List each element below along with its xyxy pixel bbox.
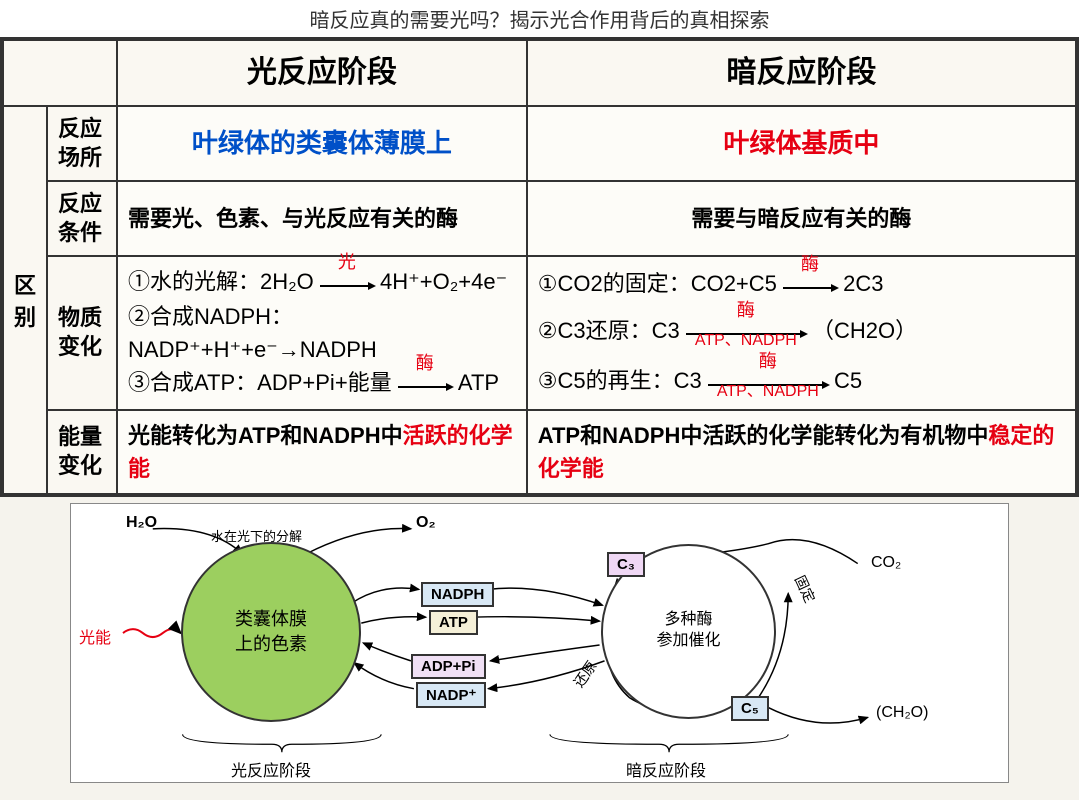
adp-box: ADP+Pi bbox=[411, 654, 486, 679]
condition-dark: 需要与暗反应有关的酶 bbox=[527, 181, 1076, 256]
arrow-enzyme: 酶 bbox=[398, 368, 452, 401]
row-location: 区别 反应场所 叶绿体的类囊体薄膜上 叶绿体基质中 bbox=[3, 106, 1076, 181]
light-eq3-lhs: ③合成ATP：ADP+Pi+能量 bbox=[128, 370, 392, 395]
c3-box: C₃ bbox=[607, 552, 645, 577]
row-condition: 反应条件 需要光、色素、与光反应有关的酶 需要与暗反应有关的酶 bbox=[3, 181, 1076, 256]
location-label: 反应场所 bbox=[47, 106, 117, 181]
arrow-label-light: 光 bbox=[320, 249, 374, 276]
dark-eq2-rhs: （CH2O） bbox=[812, 318, 917, 343]
thylakoid-text: 类囊体膜 上的色素 bbox=[235, 607, 307, 657]
energy-dark-a: ATP和NADPH中活跃的化学能转化为有机物中 bbox=[538, 423, 989, 448]
arrow-lbl-d2t: 酶 bbox=[686, 297, 806, 324]
h2o-label: H₂O bbox=[126, 514, 157, 532]
light-eq3-rhs: ATP bbox=[458, 370, 499, 395]
photosynthesis-diagram: H₂O O₂ 水在光下的分解 光能 类囊体膜 上的色素 NADPH ATP AD… bbox=[70, 503, 1009, 783]
arrow-light: 光 bbox=[320, 267, 374, 300]
dark-eq1-lhs: ①CO2的固定：CO2+C5 bbox=[538, 271, 777, 296]
dark-eq3-rhs: C5 bbox=[834, 368, 862, 393]
nadpp-box: NADP⁺ bbox=[416, 682, 486, 708]
energy-light: 光能转化为ATP和NADPH中活跃的化学能 bbox=[117, 410, 527, 494]
comparison-table: 光反应阶段 暗反应阶段 区别 反应场所 叶绿体的类囊体薄膜上 叶绿体基质中 反应… bbox=[0, 37, 1079, 497]
dark-eq1-rhs: 2C3 bbox=[843, 271, 883, 296]
condition-label: 反应条件 bbox=[47, 181, 117, 256]
ch2o-label: (CH₂O) bbox=[876, 704, 928, 722]
reduce-label: 还原 bbox=[569, 657, 601, 691]
thylakoid-circle: 类囊体膜 上的色素 bbox=[181, 542, 361, 722]
arrow-lbl-d3b: ATP、NADPH bbox=[708, 380, 828, 404]
arrow-label-enzyme: 酶 bbox=[398, 350, 452, 377]
condition-light: 需要光、色素、与光反应有关的酶 bbox=[117, 181, 527, 256]
light-eq2-body: NADP⁺+H⁺+e⁻→NADPH bbox=[128, 333, 516, 366]
c5-box: C₅ bbox=[731, 696, 769, 721]
substance-light: ①水的光解：2H₂O 光 4H⁺+O₂+4e⁻ ②合成NADPH： NADP⁺+… bbox=[117, 256, 527, 409]
corner-cell bbox=[3, 40, 117, 106]
nadph-box: NADPH bbox=[421, 582, 494, 607]
arrow-lbl-d3t: 酶 bbox=[708, 348, 828, 375]
header-dark: 暗反应阶段 bbox=[527, 40, 1076, 106]
dark-eq3-lhs: ③C5的再生：C3 bbox=[538, 368, 702, 393]
side-label: 区别 bbox=[3, 106, 47, 494]
location-dark: 叶绿体基质中 bbox=[527, 106, 1076, 181]
light-energy-label: 光能 bbox=[79, 624, 111, 648]
arrow-enzyme4: 酶ATP、NADPH bbox=[708, 366, 828, 399]
light-eq2-title: ②合成NADPH： bbox=[128, 300, 516, 333]
page-title: 暗反应真的需要光吗？揭示光合作用背后的真相探索 bbox=[0, 0, 1079, 37]
energy-dark: ATP和NADPH中活跃的化学能转化为有机物中稳定的化学能 bbox=[527, 410, 1076, 494]
brace-dark-label: 暗反应阶段 bbox=[626, 757, 706, 781]
light-eq1-lhs: ①水的光解：2H₂O bbox=[128, 269, 314, 294]
substance-label: 物质变化 bbox=[47, 256, 117, 409]
arrow-lbl-d1: 酶 bbox=[783, 251, 837, 278]
row-energy: 能量变化 光能转化为ATP和NADPH中活跃的化学能 ATP和NADPH中活跃的… bbox=[3, 410, 1076, 494]
energy-light-a: 光能转化为ATP和NADPH中 bbox=[128, 423, 403, 448]
substance-dark: ①CO2的固定：CO2+C5 酶 2C3 ②C3还原：C3 酶ATP、NADPH… bbox=[527, 256, 1076, 409]
co2-label: CO₂ bbox=[871, 554, 901, 572]
row-substance: 物质变化 ①水的光解：2H₂O 光 4H⁺+O₂+4e⁻ ②合成NADPH： N… bbox=[3, 256, 1076, 409]
header-light: 光反应阶段 bbox=[117, 40, 527, 106]
atp-box: ATP bbox=[429, 610, 478, 635]
o2-label: O₂ bbox=[416, 514, 436, 532]
arrow-enzyme3: 酶ATP、NADPH bbox=[686, 315, 806, 348]
energy-label: 能量变化 bbox=[47, 410, 117, 494]
header-row: 光反应阶段 暗反应阶段 bbox=[3, 40, 1076, 106]
brace-light-label: 光反应阶段 bbox=[231, 757, 311, 781]
water-decomp-label: 水在光下的分解 bbox=[211, 526, 302, 545]
location-light: 叶绿体的类囊体薄膜上 bbox=[117, 106, 527, 181]
fix-label: 固定 bbox=[790, 572, 820, 606]
enzyme-note: 多种酶 参加催化 bbox=[656, 610, 720, 652]
light-eq1-rhs: 4H⁺+O₂+4e⁻ bbox=[380, 269, 507, 294]
dark-eq2-lhs: ②C3还原：C3 bbox=[538, 318, 680, 343]
